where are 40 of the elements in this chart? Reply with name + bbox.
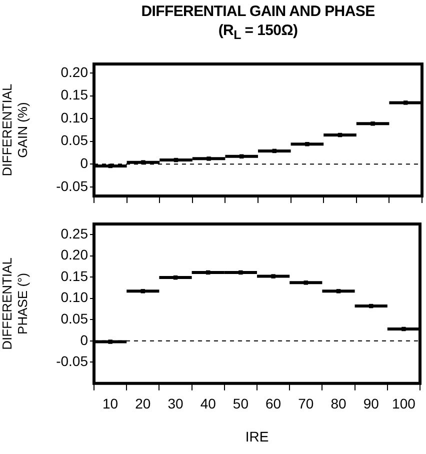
point xyxy=(304,280,308,285)
y-tick-label: 0.20 xyxy=(60,246,88,263)
x-tick-label: 50 xyxy=(232,396,249,412)
y-axis-title: DIFFERENTIAL PHASE (°) xyxy=(0,257,30,350)
y-axis-title: DIFFERENTIAL GAIN (%) xyxy=(0,84,30,176)
x-tick-label: 100 xyxy=(392,396,416,412)
x-axis-title: IRE xyxy=(245,428,269,444)
point xyxy=(336,289,341,294)
point xyxy=(370,122,375,126)
x-tick-label: 90 xyxy=(363,396,380,412)
y-tick-label: 0 xyxy=(80,332,88,348)
x-tick-label: 30 xyxy=(168,396,184,412)
chart-subtitle: (R$_{L}$ = 150Ω) xyxy=(217,21,299,44)
point xyxy=(238,270,243,275)
point xyxy=(140,289,146,294)
point xyxy=(108,340,112,344)
x-tick-label: 70 xyxy=(298,396,314,412)
point xyxy=(206,156,211,161)
y-tick-label: 0.10 xyxy=(60,109,88,126)
x-tick-label: 10 xyxy=(102,396,118,412)
point xyxy=(305,142,310,146)
y-tick-label: -0.05 xyxy=(56,353,88,370)
y-tick-label: 0.05 xyxy=(60,132,88,148)
y-tick-label: 0 xyxy=(80,154,88,171)
y-tick-label: 0.25 xyxy=(60,225,88,242)
y-tick-label: 0.20 xyxy=(60,64,88,80)
chart-title: DIFFERENTIAL GAIN AND PHASE xyxy=(140,2,376,21)
x-tick-label: 60 xyxy=(266,396,282,412)
x-tick-label: 20 xyxy=(135,396,151,412)
y-tick-label: 0.15 xyxy=(60,268,88,284)
point xyxy=(141,160,146,164)
x-tick-label: 40 xyxy=(200,396,216,412)
point xyxy=(402,326,406,332)
point xyxy=(271,274,276,278)
y-tick-label: 0.05 xyxy=(60,310,88,326)
y-tick-label: 0.10 xyxy=(60,289,88,306)
y-tick-label: -0.05 xyxy=(56,178,88,194)
y-tick-label: 0.15 xyxy=(60,86,88,103)
point xyxy=(403,100,408,105)
x-tick-label: 80 xyxy=(330,396,346,412)
